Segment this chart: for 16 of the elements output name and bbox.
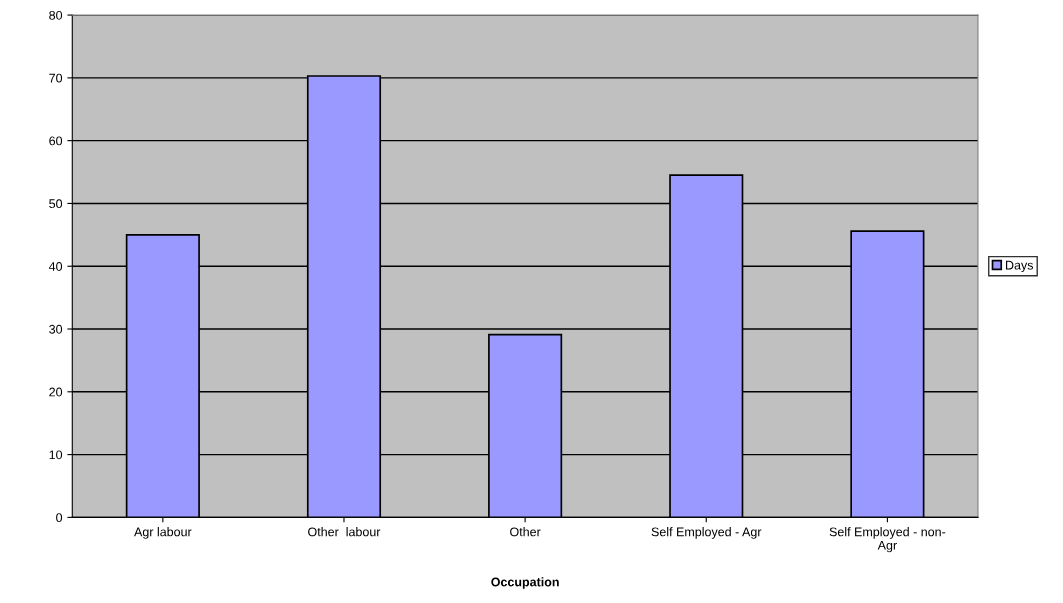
y-tick-label: 50 (49, 199, 63, 209)
y-tick-label: 10 (49, 450, 63, 460)
y-tick-label: 80 (49, 10, 63, 20)
x-axis-title: Occupation (491, 577, 559, 589)
y-tick-label: 30 (49, 324, 63, 334)
y-tick-label: 0 (56, 513, 63, 523)
legend-label: Days (1006, 260, 1034, 273)
x-tick-label: Other labour (308, 527, 381, 537)
x-tick-label: Other (510, 527, 541, 537)
y-tick-label: 70 (49, 73, 63, 83)
y-tick-label: 40 (48, 262, 63, 271)
y-tick-label: 20 (49, 387, 63, 397)
x-tick-label: Self Employed - non- Agr (829, 527, 946, 553)
x-tick-label: Self Employed - Agr (651, 527, 762, 539)
y-tick-label: 60 (49, 136, 63, 146)
x-tick-label: Agr labour (134, 527, 192, 539)
